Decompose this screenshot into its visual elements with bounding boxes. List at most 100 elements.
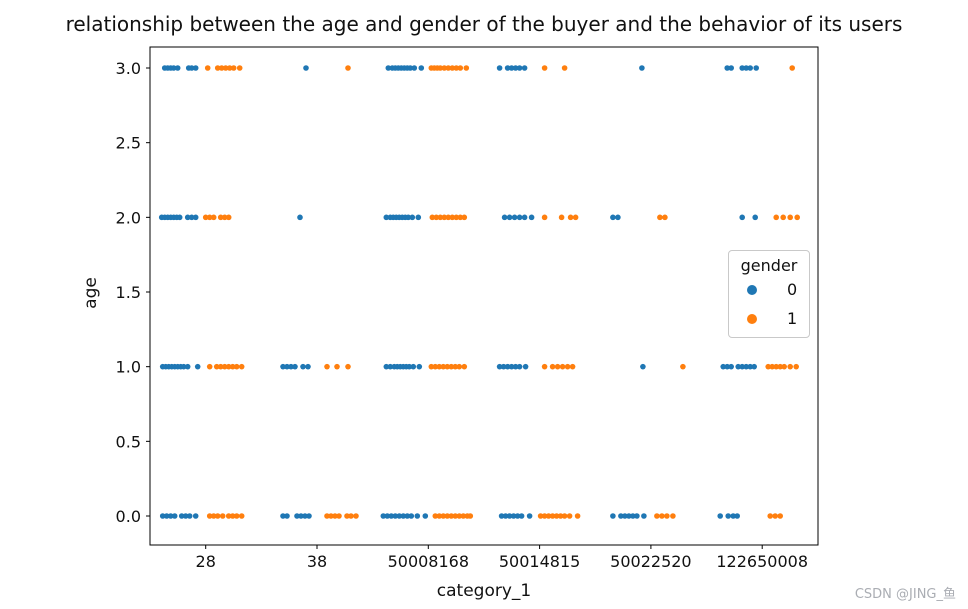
x-tick-label: 50014815 xyxy=(499,552,580,571)
axis-ticks: 28 38 50008168 50014815 50022520 122650008 0.0… xyxy=(116,59,808,571)
data-point xyxy=(176,214,183,221)
data-point xyxy=(659,513,665,519)
data-point xyxy=(192,65,199,71)
data-point xyxy=(229,513,236,519)
data-point xyxy=(428,363,435,370)
data-point xyxy=(336,513,342,519)
data-point xyxy=(217,363,224,370)
data-point xyxy=(186,513,193,519)
data-point xyxy=(541,214,548,221)
data-point xyxy=(422,513,429,519)
data-point xyxy=(437,65,444,71)
data-point xyxy=(739,214,745,221)
data-point xyxy=(221,214,228,221)
data-point xyxy=(743,363,749,370)
data-point xyxy=(236,65,243,71)
data-point xyxy=(747,363,753,370)
data-point xyxy=(238,363,245,370)
data-point xyxy=(739,363,745,370)
data-point xyxy=(324,363,330,370)
data-point xyxy=(294,513,300,519)
data-point xyxy=(559,363,566,370)
data-point xyxy=(500,363,507,370)
data-point xyxy=(504,363,511,370)
data-point xyxy=(793,363,799,370)
data-point xyxy=(639,65,645,71)
data-point xyxy=(383,214,390,221)
data-point xyxy=(773,363,779,370)
data-point xyxy=(433,214,440,221)
data-point xyxy=(448,513,455,519)
data-point xyxy=(735,363,741,370)
data-point xyxy=(229,363,236,370)
data-point xyxy=(449,65,456,71)
data-point xyxy=(725,513,731,519)
data-point xyxy=(306,513,312,519)
data-point xyxy=(549,363,556,370)
data-point xyxy=(516,363,523,370)
data-point xyxy=(344,513,350,519)
legend-entry-label: 1 xyxy=(787,309,798,328)
data-point xyxy=(747,65,753,71)
data-point xyxy=(416,363,423,370)
data-point xyxy=(180,363,187,370)
data-point xyxy=(549,513,556,519)
data-point xyxy=(457,65,464,71)
data-point xyxy=(781,363,787,370)
data-point xyxy=(506,214,513,221)
data-point xyxy=(640,363,646,370)
data-point xyxy=(406,363,413,370)
data-point xyxy=(225,363,232,370)
data-point xyxy=(512,363,519,370)
data-point xyxy=(178,513,185,519)
data-point xyxy=(567,214,574,221)
data-point xyxy=(387,363,394,370)
data-point xyxy=(664,513,670,519)
data-point xyxy=(777,513,783,519)
data-point xyxy=(404,513,411,519)
data-point xyxy=(280,363,286,370)
data-point xyxy=(456,513,463,519)
data-point xyxy=(518,513,525,519)
data-point xyxy=(557,513,564,519)
data-point xyxy=(332,513,338,519)
data-point xyxy=(441,65,448,71)
data-point xyxy=(657,214,663,221)
y-tick-label: 1.0 xyxy=(116,358,141,377)
data-point xyxy=(432,363,439,370)
x-tick-label: 122650008 xyxy=(716,552,808,571)
data-point xyxy=(437,214,444,221)
y-tick-label: 0.5 xyxy=(116,432,141,451)
data-point xyxy=(174,65,181,71)
data-point xyxy=(537,513,544,519)
data-point xyxy=(188,65,195,71)
data-point xyxy=(396,513,403,519)
data-point xyxy=(773,214,779,221)
data-point xyxy=(188,214,195,221)
data-point xyxy=(436,363,443,370)
data-point xyxy=(383,363,390,370)
data-point xyxy=(522,363,529,370)
data-point xyxy=(206,363,213,370)
data-point xyxy=(453,65,460,71)
data-point xyxy=(510,513,517,519)
data-point xyxy=(641,513,647,519)
data-point xyxy=(457,214,464,221)
data-point xyxy=(210,214,217,221)
data-point xyxy=(415,214,422,221)
legend: gender 0 1 xyxy=(728,250,810,338)
data-point xyxy=(324,513,330,519)
data-point xyxy=(630,513,636,519)
data-point xyxy=(772,513,778,519)
chart-title: relationship between the age and gender … xyxy=(65,12,903,36)
data-point xyxy=(184,363,191,370)
data-point xyxy=(219,513,226,519)
data-point xyxy=(192,214,199,221)
data-point xyxy=(429,214,436,221)
data-point xyxy=(222,65,229,71)
data-point xyxy=(284,363,290,370)
data-point xyxy=(171,513,178,519)
data-point xyxy=(408,513,415,519)
data-point xyxy=(521,214,528,221)
data-point xyxy=(230,65,237,71)
